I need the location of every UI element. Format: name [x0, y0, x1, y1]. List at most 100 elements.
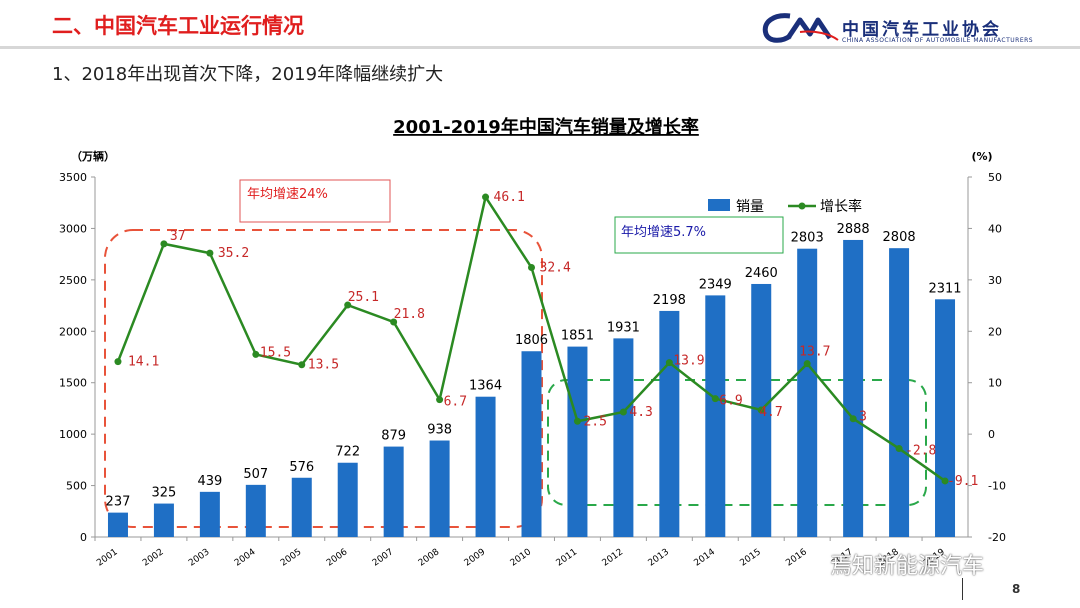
growth-rate-point — [757, 406, 765, 414]
left-tick-label: 2500 — [59, 274, 87, 287]
growth-rate-point — [895, 445, 903, 453]
slide-subtitle: 1、2018年出现首次下降，2019年降幅继续扩大 — [52, 64, 444, 85]
left-tick-label: 3500 — [59, 171, 87, 184]
sales-value-label: 2311 — [928, 281, 961, 296]
growth-rate-point — [298, 361, 306, 369]
growth-value-label: 13.7 — [799, 345, 830, 360]
growth-rate-point — [711, 395, 719, 403]
growth-value-label: 4.7 — [759, 405, 782, 420]
sales-bar — [797, 248, 818, 538]
right-tick-label: 0 — [988, 428, 995, 441]
right-tick-label: 10 — [988, 377, 1002, 390]
growth-value-label: 2.5 — [583, 414, 606, 429]
sales-bar — [521, 351, 542, 537]
sales-bar — [199, 491, 220, 537]
growth-value-label: -9.1 — [947, 474, 978, 489]
sales-value-label: 439 — [197, 474, 222, 489]
x-tick-label: 2002 — [141, 547, 165, 568]
sales-bar — [843, 239, 864, 537]
x-tick-label: 2009 — [463, 547, 488, 568]
legend-line-marker — [798, 202, 806, 210]
growth-value-label: 21.8 — [394, 307, 425, 322]
x-tick-label: 2003 — [187, 547, 211, 568]
x-tick-label: 2010 — [509, 547, 534, 568]
growth-rate-point — [252, 350, 260, 358]
sales-bar — [291, 477, 312, 537]
growth-value-label: 3 — [859, 410, 867, 425]
growth-rate-point — [619, 408, 627, 416]
avg-growth-label-blue: 年均增速5.7% — [621, 225, 706, 240]
dashed-region-2011-2019 — [547, 379, 927, 506]
sales-value-label: 2349 — [699, 277, 732, 292]
sales-value-label: 1806 — [515, 333, 548, 348]
cam-logo-icon — [762, 13, 839, 43]
sales-bar — [567, 346, 588, 537]
sales-value-label: 1364 — [469, 379, 502, 394]
avg-growth-box-red — [239, 179, 391, 223]
growth-rate-point — [849, 415, 857, 423]
sales-value-label: 1851 — [561, 329, 594, 344]
growth-value-label: 15.5 — [260, 345, 291, 360]
growth-rate-point — [160, 240, 168, 248]
legend-bar-label: 销量 — [736, 199, 764, 215]
left-tick-label: 0 — [80, 531, 87, 544]
x-tick-label: 2011 — [555, 547, 579, 568]
growth-rate-point — [114, 358, 122, 366]
x-tick-label: 2005 — [279, 547, 303, 568]
header-divider — [0, 46, 1080, 49]
sales-value-label: 2808 — [883, 230, 916, 245]
slide-header: 二、中国汽车工业运行情况 中国汽车工业协会 CHINA ASSOCIATION … — [0, 0, 1080, 50]
sales-value-label: 237 — [106, 495, 131, 510]
growth-value-label: 14.1 — [128, 355, 159, 370]
left-tick-label: 1500 — [59, 377, 87, 390]
sales-value-label: 576 — [289, 460, 314, 475]
growth-value-label: 37 — [170, 229, 186, 244]
avg-growth-box-blue — [614, 216, 784, 254]
x-tick-label: 2016 — [784, 547, 809, 568]
growth-rate-point — [436, 396, 444, 404]
sales-value-label: 507 — [243, 467, 268, 482]
sales-value-label: 938 — [427, 423, 452, 438]
sales-bar — [889, 248, 910, 538]
growth-value-label: -2.8 — [905, 444, 936, 459]
growth-rate-point — [206, 249, 214, 257]
sales-value-label: 2198 — [653, 293, 686, 308]
growth-value-label: 4.3 — [629, 405, 652, 420]
growth-value-label: 13.9 — [673, 354, 704, 369]
section-title: 二、中国汽车工业运行情况 — [52, 14, 304, 38]
page-number: 8 — [1012, 582, 1021, 596]
left-tick-label: 500 — [66, 480, 87, 493]
left-tick-label: 2000 — [59, 325, 87, 338]
sales-bar — [383, 446, 404, 537]
right-tick-label: 50 — [988, 171, 1002, 184]
growth-rate-point — [528, 264, 535, 272]
sales-bar — [613, 338, 634, 537]
growth-value-label: 25.1 — [348, 290, 379, 305]
chart-title: 2001-2019年中国汽车销量及增长率 — [393, 116, 699, 138]
left-axis-unit: （万辆） — [71, 149, 115, 163]
x-tick-label: 2004 — [233, 547, 258, 568]
legend-bar-swatch — [708, 199, 730, 211]
left-tick-label: 3000 — [59, 222, 87, 235]
sales-value-label: 325 — [152, 486, 177, 501]
right-tick-label: -10 — [988, 480, 1006, 493]
growth-value-label: 6.9 — [719, 394, 742, 409]
growth-value-label: 32.4 — [540, 261, 571, 276]
growth-rate-point — [803, 360, 811, 368]
sales-value-label: 722 — [335, 445, 360, 460]
growth-rate-point — [390, 318, 398, 326]
x-tick-label: 2013 — [647, 547, 671, 568]
sales-bar — [429, 440, 450, 537]
sales-bar — [935, 299, 956, 537]
x-tick-label: 2012 — [601, 547, 625, 568]
growth-value-label: 46.1 — [494, 190, 525, 205]
sales-bar — [337, 462, 358, 537]
page-number-divider — [962, 578, 963, 600]
sales-value-label: 879 — [381, 429, 406, 444]
growth-value-label: 13.5 — [308, 358, 339, 373]
legend-line-label: 增长率 — [820, 198, 862, 215]
left-tick-label: 1000 — [59, 428, 87, 441]
wechat-watermark: 焉知新能源汽车 — [830, 554, 985, 579]
logo-english-name: CHINA ASSOCIATION OF AUTOMOBILE MANUFACT… — [842, 37, 1034, 44]
